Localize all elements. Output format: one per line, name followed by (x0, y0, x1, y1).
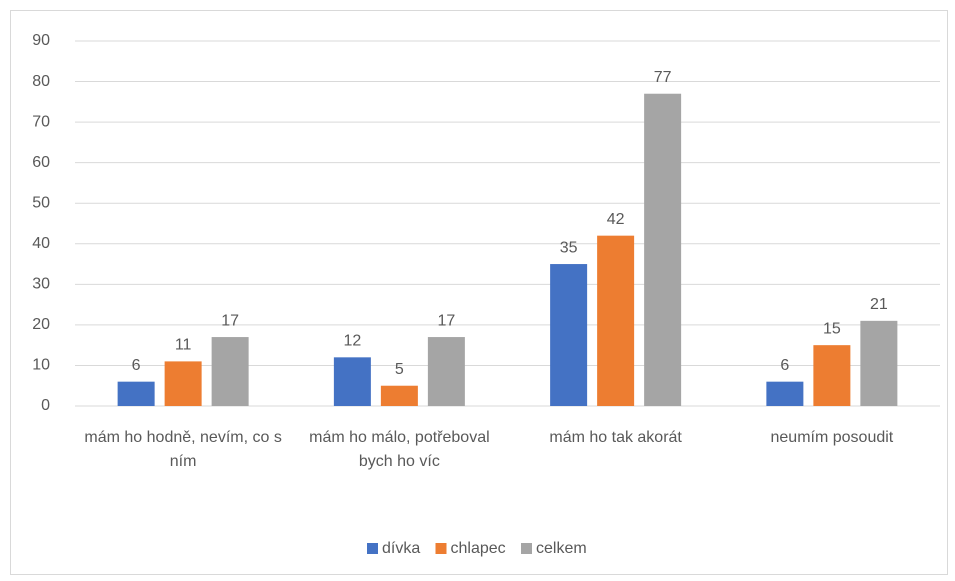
legend-swatch (367, 543, 378, 554)
data-label: 12 (343, 333, 361, 350)
x-tick-label: mám ho hodně, nevím, co s ním (84, 429, 282, 470)
data-label: 6 (780, 357, 789, 374)
x-tick-label: mám ho tak akorát (549, 429, 682, 446)
data-label: 42 (607, 211, 625, 228)
x-tick-label: mám ho málo, potřeboval bych ho víc (309, 429, 490, 470)
y-tick-label: 30 (32, 276, 50, 293)
data-label: 77 (654, 69, 672, 86)
x-tick-label: neumím posoudit (770, 429, 894, 446)
bar (550, 264, 588, 406)
y-tick-label: 60 (32, 154, 50, 171)
bar (766, 381, 804, 406)
y-tick-label: 20 (32, 316, 50, 333)
y-tick-label: 70 (32, 113, 50, 130)
y-tick-label: 40 (32, 235, 50, 252)
bar (380, 385, 418, 406)
bar (333, 357, 371, 406)
legend-swatch (435, 543, 447, 554)
data-label: 15 (823, 320, 841, 337)
y-tick-label: 80 (32, 73, 50, 90)
data-label: 17 (221, 312, 239, 329)
y-tick-label: 10 (32, 357, 50, 374)
bar (644, 93, 682, 406)
legend-label: dívka (382, 540, 420, 557)
data-label: 21 (870, 296, 888, 313)
bar (860, 320, 898, 406)
bar (164, 361, 202, 406)
legend-label: celkem (536, 540, 587, 557)
bar (597, 235, 635, 406)
data-label: 5 (395, 361, 404, 378)
legend-swatch (521, 543, 532, 554)
data-label: 35 (560, 239, 578, 256)
data-label: 11 (175, 337, 192, 354)
bar (427, 337, 465, 406)
data-label: 6 (132, 357, 141, 374)
chart-border (10, 10, 948, 575)
bar (211, 337, 249, 406)
y-tick-label: 50 (32, 194, 50, 211)
bar (117, 381, 155, 406)
bar (813, 345, 851, 406)
legend-label: chlapec (451, 540, 506, 557)
y-tick-label: 0 (41, 397, 50, 414)
y-tick-label: 90 (32, 32, 50, 49)
data-label: 17 (437, 312, 455, 329)
